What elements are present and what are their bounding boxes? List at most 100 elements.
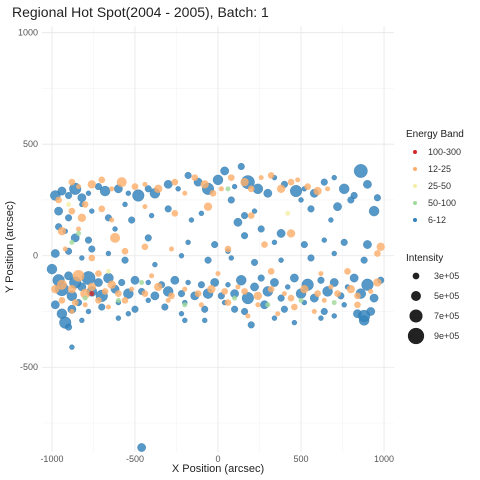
data-point	[212, 174, 224, 186]
data-point	[349, 273, 359, 283]
data-point	[105, 268, 111, 274]
legend-size-label: 5e+05	[434, 291, 459, 301]
series-12-25	[51, 172, 385, 319]
data-point	[241, 292, 254, 305]
data-point	[178, 253, 185, 259]
chart-title: Regional Hot Spot(2004 - 2005), Batch: 1	[12, 4, 269, 20]
data-point	[331, 313, 337, 319]
data-point	[81, 201, 89, 208]
data-point	[298, 297, 304, 303]
data-point	[178, 311, 185, 317]
data-point	[150, 291, 160, 301]
data-point	[328, 284, 334, 290]
data-point	[221, 288, 228, 295]
data-point	[257, 274, 265, 282]
data-point	[163, 180, 173, 189]
data-point	[46, 263, 58, 275]
data-point	[291, 303, 298, 311]
data-point	[82, 302, 88, 308]
data-point	[182, 286, 188, 292]
data-point	[197, 281, 205, 289]
data-point	[265, 302, 271, 308]
data-point	[276, 229, 286, 238]
data-point	[76, 184, 82, 190]
legend-label-100-300: 100-300	[428, 147, 461, 157]
legend-key-12-25	[413, 167, 417, 171]
data-point	[79, 317, 85, 324]
data-point	[368, 205, 380, 217]
data-point	[363, 180, 372, 189]
data-point	[154, 184, 163, 193]
data-point	[50, 249, 60, 258]
data-point	[130, 275, 140, 285]
data-point	[231, 183, 238, 190]
data-point	[109, 217, 115, 223]
data-point	[175, 186, 181, 192]
data-point	[218, 186, 224, 192]
y-tick-label: 1000	[18, 28, 38, 38]
data-point	[105, 304, 111, 310]
data-point	[227, 196, 235, 204]
data-point	[185, 239, 191, 245]
data-point	[271, 315, 278, 321]
data-point	[225, 282, 231, 288]
data-point	[125, 190, 131, 196]
data-point	[276, 184, 286, 193]
legend-key-100-300	[413, 150, 417, 154]
legend-size-key	[407, 327, 425, 345]
data-point	[270, 278, 279, 287]
data-point	[121, 297, 129, 304]
data-point	[354, 292, 361, 300]
data-point	[320, 178, 328, 186]
data-point	[300, 285, 309, 294]
data-point	[318, 271, 324, 277]
intensity-legend: Intensity 3e+05 5e+05 7e+05 9e+05	[406, 253, 459, 345]
data-point	[241, 232, 249, 240]
y-tick-label: -500	[20, 362, 38, 372]
legend-size-label: 7e+05	[434, 311, 459, 321]
data-point	[304, 183, 311, 190]
data-point	[291, 319, 298, 326]
x-tick-label: -500	[126, 454, 144, 464]
data-point	[325, 186, 331, 192]
data-point	[267, 285, 275, 293]
data-point	[66, 201, 72, 207]
data-point	[67, 285, 77, 294]
data-point	[132, 189, 145, 202]
x-tick-label: 0	[215, 454, 220, 464]
data-point	[354, 301, 361, 309]
data-point	[241, 308, 249, 315]
data-point	[287, 178, 295, 186]
data-point	[115, 315, 122, 321]
data-point	[194, 290, 202, 297]
data-point	[145, 279, 151, 286]
data-point	[331, 250, 337, 257]
data-point	[339, 183, 350, 194]
legend-size-key	[412, 272, 420, 280]
data-point	[290, 185, 303, 198]
data-point	[267, 268, 275, 275]
data-point	[247, 321, 255, 329]
legend-key-50-100	[413, 201, 417, 205]
data-point	[346, 285, 355, 294]
data-point	[251, 208, 258, 214]
data-point	[55, 196, 62, 204]
data-point	[314, 290, 321, 297]
data-point	[54, 206, 63, 216]
data-point	[85, 190, 92, 196]
y-tick-label: 0	[33, 251, 38, 261]
data-point	[290, 273, 299, 283]
data-point	[307, 254, 315, 262]
data-point	[137, 443, 146, 452]
data-point	[287, 294, 295, 302]
data-point	[115, 290, 122, 297]
x-axis-ticks: -1000 -500 0 500 1000	[40, 454, 394, 464]
y-axis-ticks: -500 0 500 1000	[18, 28, 38, 373]
data-point	[247, 185, 255, 193]
data-point	[68, 178, 76, 186]
data-point	[215, 271, 221, 277]
y-tick-label: 500	[23, 139, 38, 149]
data-point	[188, 217, 195, 223]
data-point	[145, 297, 151, 303]
